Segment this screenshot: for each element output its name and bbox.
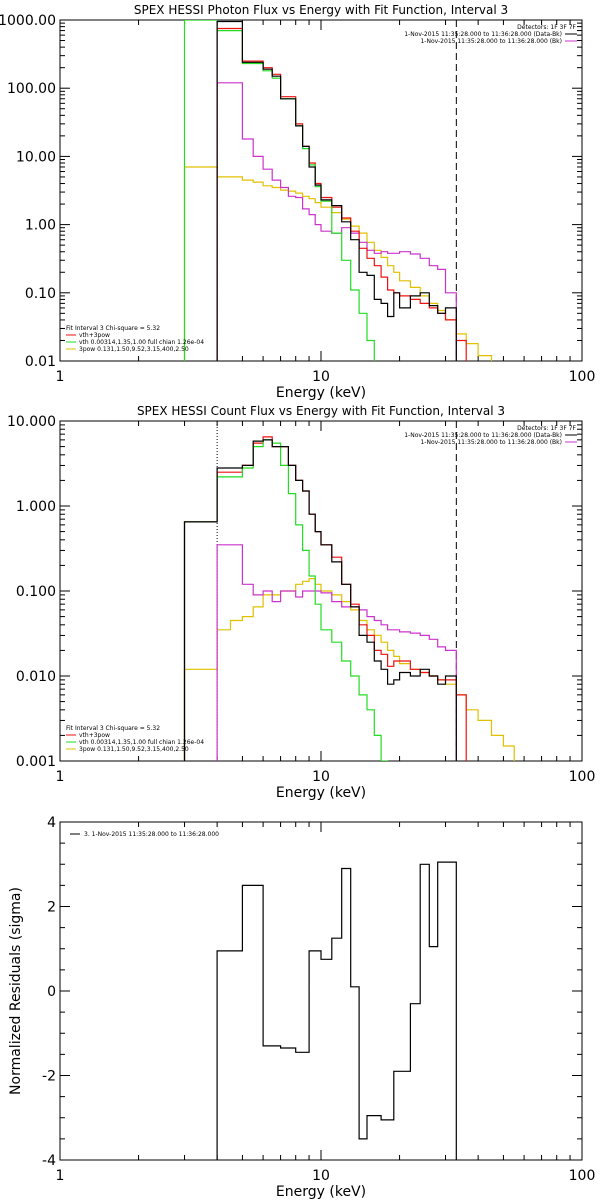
series-line-red (216, 27, 467, 361)
series-line-black (216, 20, 457, 361)
x-axis-label: Energy (keV) (276, 385, 366, 401)
chart-panel-3: 1 10 100 -4 -2 0 2 4 Energy (keV) Normalized Resi… (8, 815, 595, 1200)
y-tick-label: 0.10 (25, 286, 56, 302)
chart-panel-2: SPEX HESSI Count Flux vs Energy with Fit… (7, 404, 595, 801)
x-tick-label: 100 (569, 369, 596, 385)
legend-bottom-left: Fit Interval 3 Chi-square = 5.32vth+3pow… (66, 325, 204, 353)
x-tick-label: 1 (56, 1168, 65, 1184)
series-line-black (216, 861, 457, 1160)
series-line-black (183, 439, 457, 761)
x-tick-label: 10 (312, 769, 330, 785)
legend-entry: 3pow 0.131,1.50,9.52,3.15,400,2.50 (79, 346, 189, 353)
y-tick-label: 100.00 (7, 81, 56, 97)
plot-frame (59, 821, 583, 1161)
y-tick-label: 10.000 (7, 414, 56, 430)
x-tick-label: 100 (569, 769, 596, 785)
x-tick-label: 100 (569, 1168, 596, 1184)
plot-area (183, 20, 493, 361)
series-line-yellow (183, 166, 493, 361)
y-tick-label: 2 (47, 900, 56, 916)
legend-entry: vth 0.00314,1.35,1.00 full chian 1.26e-0… (79, 739, 204, 746)
legend-entry: 1-Nov-2015 11:35:28.000 to 11:36:28.000 … (404, 432, 562, 439)
y-tick-label: 0.001 (16, 754, 56, 770)
legend-top-left: 3. 1-Nov-2015 11:35:28.000 to 11:36:28.0… (70, 831, 219, 838)
legend-entry: Detectors: 1F 3F 7F (517, 24, 576, 31)
chart-title: SPEX HESSI Photon Flux vs Energy with Fi… (134, 3, 508, 17)
legend-header: Fit Interval 3 Chi-square = 5.32 (66, 725, 160, 732)
y-tick-label: 0 (47, 984, 56, 1000)
legend-entry: 1-Nov-2015 11:35:28.000 to 11:36:28.000 … (404, 31, 562, 38)
legend-entry: vth+3pow (79, 332, 110, 339)
y-tick-label: 0.01 (25, 354, 56, 370)
y-tick-label: -2 (42, 1069, 56, 1085)
series-line-green (183, 439, 389, 761)
legend-entry: 3. 1-Nov-2015 11:35:28.000 to 11:36:28.0… (84, 831, 219, 838)
y-tick-label: 0.100 (16, 584, 56, 600)
legend-entry: 1-Nov-2015 11:35:28.000 to 11:36:28.000 … (420, 439, 562, 446)
y-tick-label: 10.00 (16, 149, 56, 165)
y-tick-label: 1000.00 (0, 13, 56, 29)
series-line-red (183, 436, 467, 761)
y-tick-label: 4 (47, 815, 56, 831)
y-tick-label: 0.010 (16, 669, 56, 685)
legend-top-right: Detectors: 1F 3F 7F1-Nov-2015 11:35:28.0… (404, 425, 577, 446)
series-line-green (183, 20, 375, 361)
y-tick-label: 1.00 (25, 218, 56, 234)
y-tick-label: -4 (42, 1153, 56, 1169)
x-tick-label: 1 (56, 369, 65, 385)
x-axis-label: Energy (keV) (276, 1184, 366, 1200)
plot-area (216, 861, 457, 1160)
legend-bottom-left: Fit Interval 3 Chi-square = 5.32vth+3pow… (66, 725, 204, 753)
series-line-magenta (216, 82, 457, 361)
y-tick-label: 1.000 (16, 499, 56, 515)
legend-entry: Detectors: 1F 3F 7F (517, 425, 576, 432)
x-tick-label: 1 (56, 769, 65, 785)
chart-panel-1: SPEX HESSI Photon Flux vs Energy with Fi… (0, 3, 595, 401)
y-axis-label: Normalized Residuals (sigma) (8, 887, 24, 1095)
legend-entry: vth 0.00314,1.35,1.00 full chian 1.26e-0… (79, 339, 204, 346)
chart-title: SPEX HESSI Count Flux vs Energy with Fit… (137, 404, 505, 418)
x-tick-label: 10 (312, 1168, 330, 1184)
legend-entry: vth+3pow (79, 732, 110, 739)
legend-header: Fit Interval 3 Chi-square = 5.32 (66, 325, 160, 332)
x-axis-label: Energy (keV) (276, 785, 366, 801)
x-tick-label: 10 (312, 369, 330, 385)
legend-top-right: Detectors: 1F 3F 7F1-Nov-2015 11:35:28.0… (404, 24, 577, 45)
legend-entry: 1-Nov-2015 11:35:28.000 to 11:36:28.000 … (420, 38, 562, 45)
legend-entry: 3pow 0.131,1.50,9.52,3.15,400,2.50 (79, 746, 189, 753)
plot-area (183, 421, 515, 761)
